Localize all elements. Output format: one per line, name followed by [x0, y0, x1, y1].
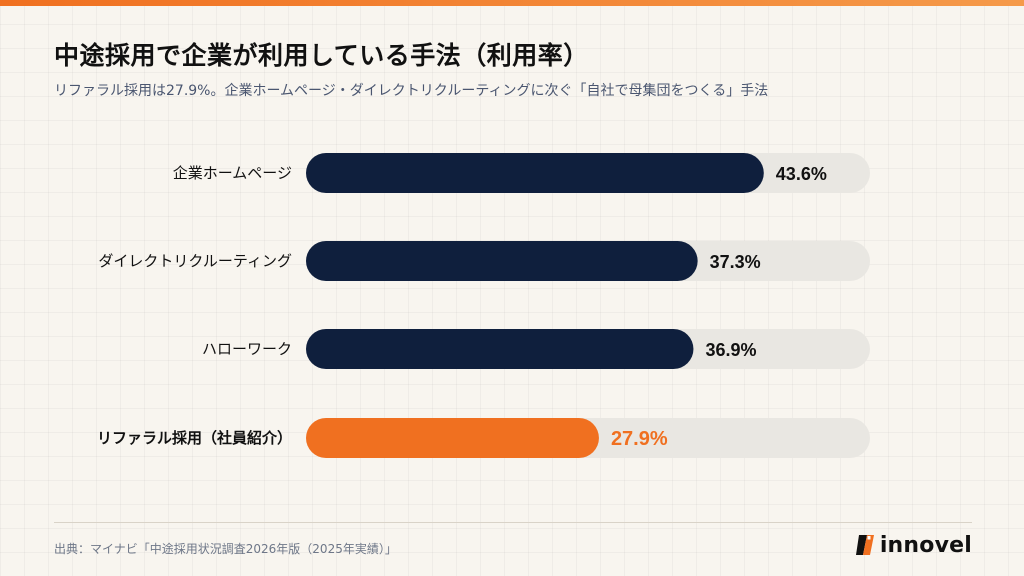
bar-highlight	[306, 418, 599, 458]
value-label: 36.9%	[705, 340, 756, 360]
category-label: ハローワーク	[202, 340, 292, 358]
logo-text: innovel	[879, 532, 972, 558]
footer-divider	[54, 522, 972, 523]
category-label: ダイレクトリクルーティング	[98, 252, 292, 270]
bar	[306, 153, 764, 193]
category-label: リファラル採用（社員紹介）	[97, 429, 292, 447]
value-label: 27.9%	[611, 428, 668, 450]
value-label: 37.3%	[710, 252, 761, 272]
category-label: 企業ホームページ	[173, 164, 292, 182]
bar	[306, 241, 698, 281]
page-title: 中途採用で企業が利用している手法（利用率）	[54, 41, 589, 70]
innovel-logo-mark-icon	[855, 535, 874, 555]
bar	[306, 329, 694, 369]
value-label: 43.6%	[776, 164, 827, 184]
brand-logo: innovel	[855, 531, 972, 559]
top-accent-bar	[0, 0, 1024, 6]
page-subtitle: リファラル採用は27.9%。企業ホームページ・ダイレクトリクルーティングに次ぐ「…	[54, 83, 769, 99]
source-note: 出典：マイナビ「中途採用状況調査2026年版（2025年実績）」	[54, 542, 397, 556]
